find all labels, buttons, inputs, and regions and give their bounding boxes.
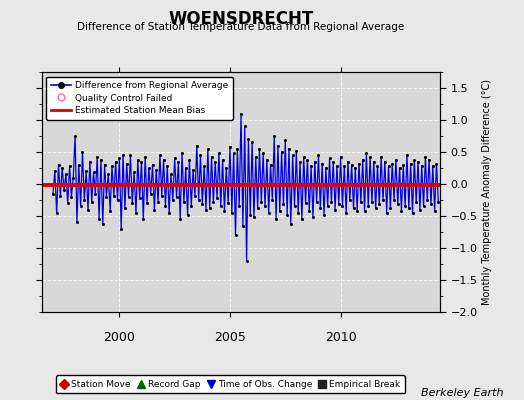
Text: Berkeley Earth: Berkeley Earth xyxy=(421,388,503,398)
Text: WOENSDRECHT: WOENSDRECHT xyxy=(168,10,314,28)
Y-axis label: Monthly Temperature Anomaly Difference (°C): Monthly Temperature Anomaly Difference (… xyxy=(482,79,492,305)
Text: Difference of Station Temperature Data from Regional Average: Difference of Station Temperature Data f… xyxy=(78,22,405,32)
Text: 2000: 2000 xyxy=(103,332,135,344)
Text: 2010: 2010 xyxy=(325,332,356,344)
Text: 2005: 2005 xyxy=(214,332,246,344)
Legend: Station Move, Record Gap, Time of Obs. Change, Empirical Break: Station Move, Record Gap, Time of Obs. C… xyxy=(56,376,405,394)
Legend: Difference from Regional Average, Quality Control Failed, Estimated Station Mean: Difference from Regional Average, Qualit… xyxy=(47,76,233,120)
